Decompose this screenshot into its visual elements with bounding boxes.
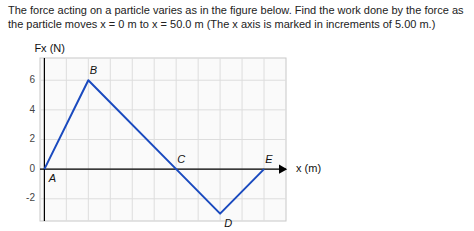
y-axis-line	[44, 58, 45, 221]
grid-line-y	[40, 198, 286, 199]
y-tick-label: 6	[29, 74, 35, 85]
grid-line-y	[40, 80, 286, 81]
title-line: The force acting on a particle varies as…	[8, 4, 464, 16]
point-label: D	[224, 217, 232, 229]
chart: The force acting on a particle varies as…	[0, 0, 474, 231]
title: The force acting on a particle varies as…	[8, 4, 464, 30]
grid-line-y	[40, 109, 286, 110]
y-axis-label: Fx (N)	[34, 42, 65, 54]
y-tick-label: 0	[29, 163, 35, 174]
x-axis-line	[40, 169, 286, 170]
point-label: E	[265, 153, 273, 165]
point-label: C	[177, 153, 185, 165]
plot-marks	[44, 80, 264, 213]
title-line: the particle moves x = 0 m to x = 50.0 m…	[8, 18, 435, 30]
grid-line-y	[40, 169, 286, 170]
grid-line-y	[40, 139, 286, 140]
point-label: B	[90, 64, 97, 76]
point-label: A	[48, 172, 56, 184]
y-tick-label: -2	[26, 192, 35, 203]
y-tick-label: 2	[29, 133, 35, 144]
force-line	[44, 80, 264, 213]
x-axis-label: x (m)	[296, 162, 321, 174]
grid-line-x	[44, 58, 45, 221]
y-tick-label: 4	[29, 104, 35, 115]
plot-frame	[40, 58, 286, 221]
